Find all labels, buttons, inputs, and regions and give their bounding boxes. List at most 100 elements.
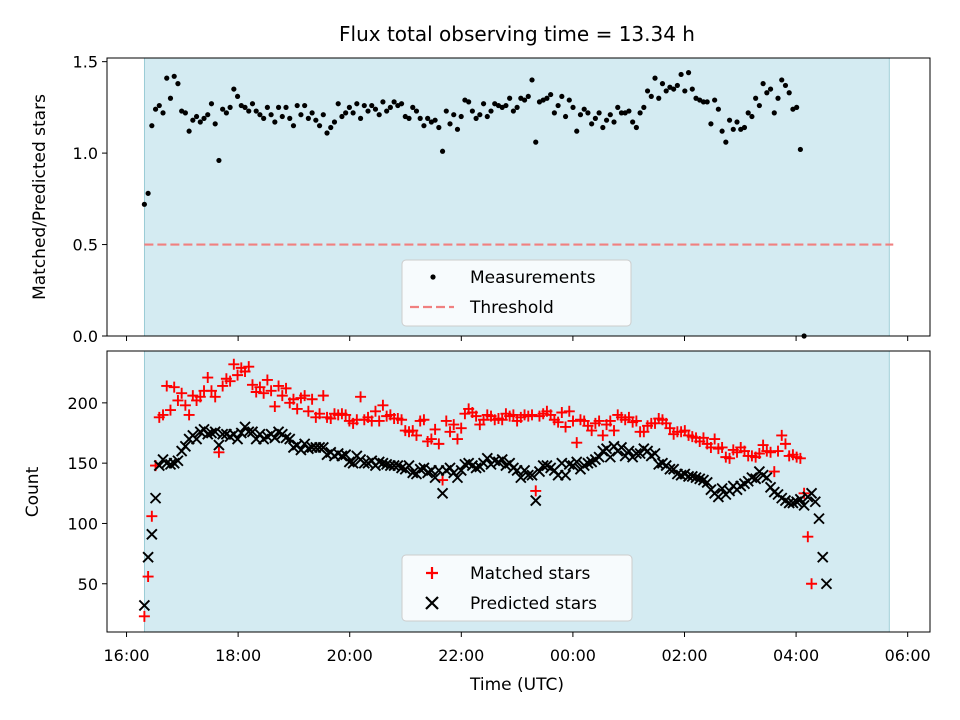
matched-star-point (470, 410, 482, 422)
matched-star-point (429, 423, 441, 435)
predicted-star-point (526, 469, 538, 481)
measurement-point (343, 110, 349, 116)
matched-star-point (507, 409, 519, 421)
matched-star-point (287, 393, 299, 405)
matched-star-point (455, 422, 467, 434)
measurement-point (357, 115, 364, 121)
measurement-point (190, 117, 196, 123)
matched-star-point (228, 358, 240, 370)
measurement-point (559, 93, 565, 100)
measurement-point (458, 113, 464, 120)
predicted-star-point (358, 457, 370, 469)
measurement-point (443, 108, 449, 114)
predicted-star-point (146, 528, 158, 540)
matched-star-point (142, 571, 154, 583)
measurement-point (719, 128, 725, 134)
legend-threshold-label: Threshold (469, 298, 554, 318)
matched-star-point (724, 452, 736, 464)
measurement-point (477, 112, 483, 118)
predicted-star-point (436, 487, 449, 499)
measurement-point (365, 108, 371, 114)
matched-star-point (261, 374, 273, 386)
measurement-point (406, 115, 412, 121)
xtick-label: 18:00 (215, 646, 261, 665)
measurement-point (417, 115, 423, 121)
matched-star-point (664, 422, 676, 434)
measurement-point (659, 81, 666, 87)
predicted-star-point (216, 428, 229, 440)
predicted-star-point (630, 447, 643, 460)
matched-star-point (753, 448, 765, 460)
measurement-point (574, 128, 580, 134)
predicted-star-point (515, 471, 527, 484)
measurement-point (152, 106, 159, 112)
measurement-point (346, 104, 352, 110)
measurement-point (611, 119, 617, 125)
measurement-point (775, 95, 781, 101)
predicted-star-point (749, 473, 762, 485)
measurement-point (227, 104, 233, 110)
predicted-star-point (746, 471, 758, 484)
measurement-point (309, 110, 315, 116)
bottom-x-axis-label: Time (UTC) (469, 675, 564, 695)
bottom-y-ticks: 50 100 150 200 (67, 394, 107, 594)
measurement-point (186, 128, 192, 134)
predicted-star-point (820, 578, 833, 590)
predicted-star-point (202, 428, 214, 440)
matched-star-point (138, 610, 150, 622)
matched-star-point (168, 381, 180, 393)
matched-star-point (794, 452, 806, 464)
predicted-star-point (600, 443, 613, 455)
measurement-point (160, 110, 166, 116)
measurement-point (656, 95, 662, 101)
top-ytick-label: 1.5 (73, 53, 98, 72)
matched-star-point (377, 399, 389, 411)
matched-star-point (291, 403, 303, 415)
predicted-star-point (712, 491, 725, 503)
matched-star-point (176, 387, 188, 399)
matched-star-point (172, 394, 184, 406)
predicted-star-point (395, 462, 408, 474)
predicted-star-point (481, 452, 493, 465)
measurement-point (182, 110, 188, 116)
predicted-star-point (615, 441, 628, 454)
matched-star-point (425, 433, 437, 445)
predicted-star-point (153, 459, 165, 472)
measurement-point (741, 124, 748, 131)
measurement-point (488, 108, 494, 114)
predicted-star-point (701, 476, 713, 489)
matched-star-point (779, 438, 791, 450)
measurement-point (712, 97, 718, 103)
matched-star-point (697, 432, 709, 444)
bottom-y-axis-label: Count (23, 466, 43, 517)
matched-star-point (183, 409, 195, 421)
measurement-point (570, 104, 576, 110)
matched-star-point (276, 390, 288, 402)
matched-star-point (530, 485, 542, 497)
measurement-point (164, 75, 170, 81)
bottom-ytick-label: 50 (78, 575, 98, 594)
xtick-label: 06:00 (885, 646, 931, 665)
measurement-point (685, 70, 692, 76)
measurement-point (451, 112, 457, 118)
measurement-point (193, 113, 200, 120)
measurement-point (380, 99, 386, 105)
measurement-point (760, 81, 766, 87)
predicted-star-point (533, 465, 546, 478)
measurement-point (678, 71, 684, 78)
measurement-point (324, 130, 330, 136)
measurement-point (473, 115, 479, 121)
measurement-point (671, 86, 677, 92)
measurement-point (454, 126, 461, 132)
measurement-point (223, 110, 229, 116)
bottom-ytick-label: 100 (67, 514, 98, 533)
measurement-point (167, 95, 174, 101)
measurement-point (197, 119, 203, 125)
matched-star-point (604, 415, 616, 427)
legend-matched-label: Matched stars (470, 564, 590, 584)
measurement-point (630, 119, 636, 125)
measurement-point (734, 119, 740, 125)
measurement-point (503, 102, 509, 109)
xtick-label: 20:00 (327, 646, 373, 665)
matched-star-point (299, 390, 311, 402)
